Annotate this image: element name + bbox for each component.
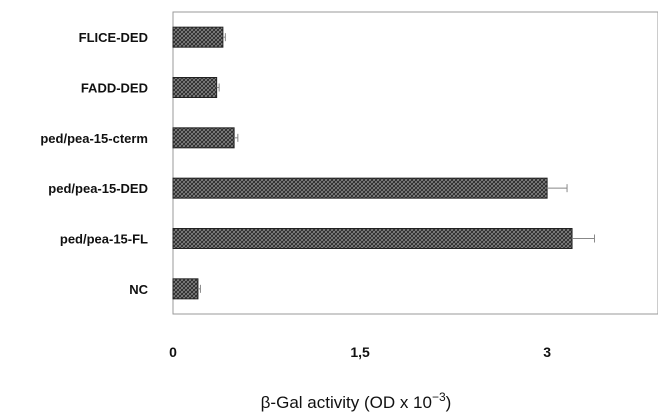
bar xyxy=(172,26,224,48)
bar xyxy=(172,177,548,199)
category-label: FADD-DED xyxy=(81,81,148,96)
error-bar xyxy=(222,33,226,42)
x-tick-label: 1,5 xyxy=(350,344,370,360)
x-axis-title: β-Gal activity (OD x 10−3) xyxy=(261,390,452,412)
x-tick-label: 3 xyxy=(543,344,551,360)
category-label: ped/pea-15-DED xyxy=(48,181,148,196)
error-bar xyxy=(197,284,201,293)
category-label: NC xyxy=(129,282,148,297)
error-bar xyxy=(234,133,239,142)
bar xyxy=(172,77,218,98)
error-bar xyxy=(216,83,220,92)
category-label: ped/pea-15-cterm xyxy=(40,131,148,146)
bar xyxy=(172,278,199,300)
error-bar xyxy=(547,184,568,193)
bar xyxy=(172,228,573,249)
x-tick-label: 0 xyxy=(169,344,177,360)
category-label: FLICE-DED xyxy=(79,30,148,45)
category-label: ped/pea-15-FL xyxy=(60,232,148,247)
plot-area xyxy=(172,11,658,315)
bar xyxy=(172,127,235,149)
error-bar xyxy=(572,234,595,243)
